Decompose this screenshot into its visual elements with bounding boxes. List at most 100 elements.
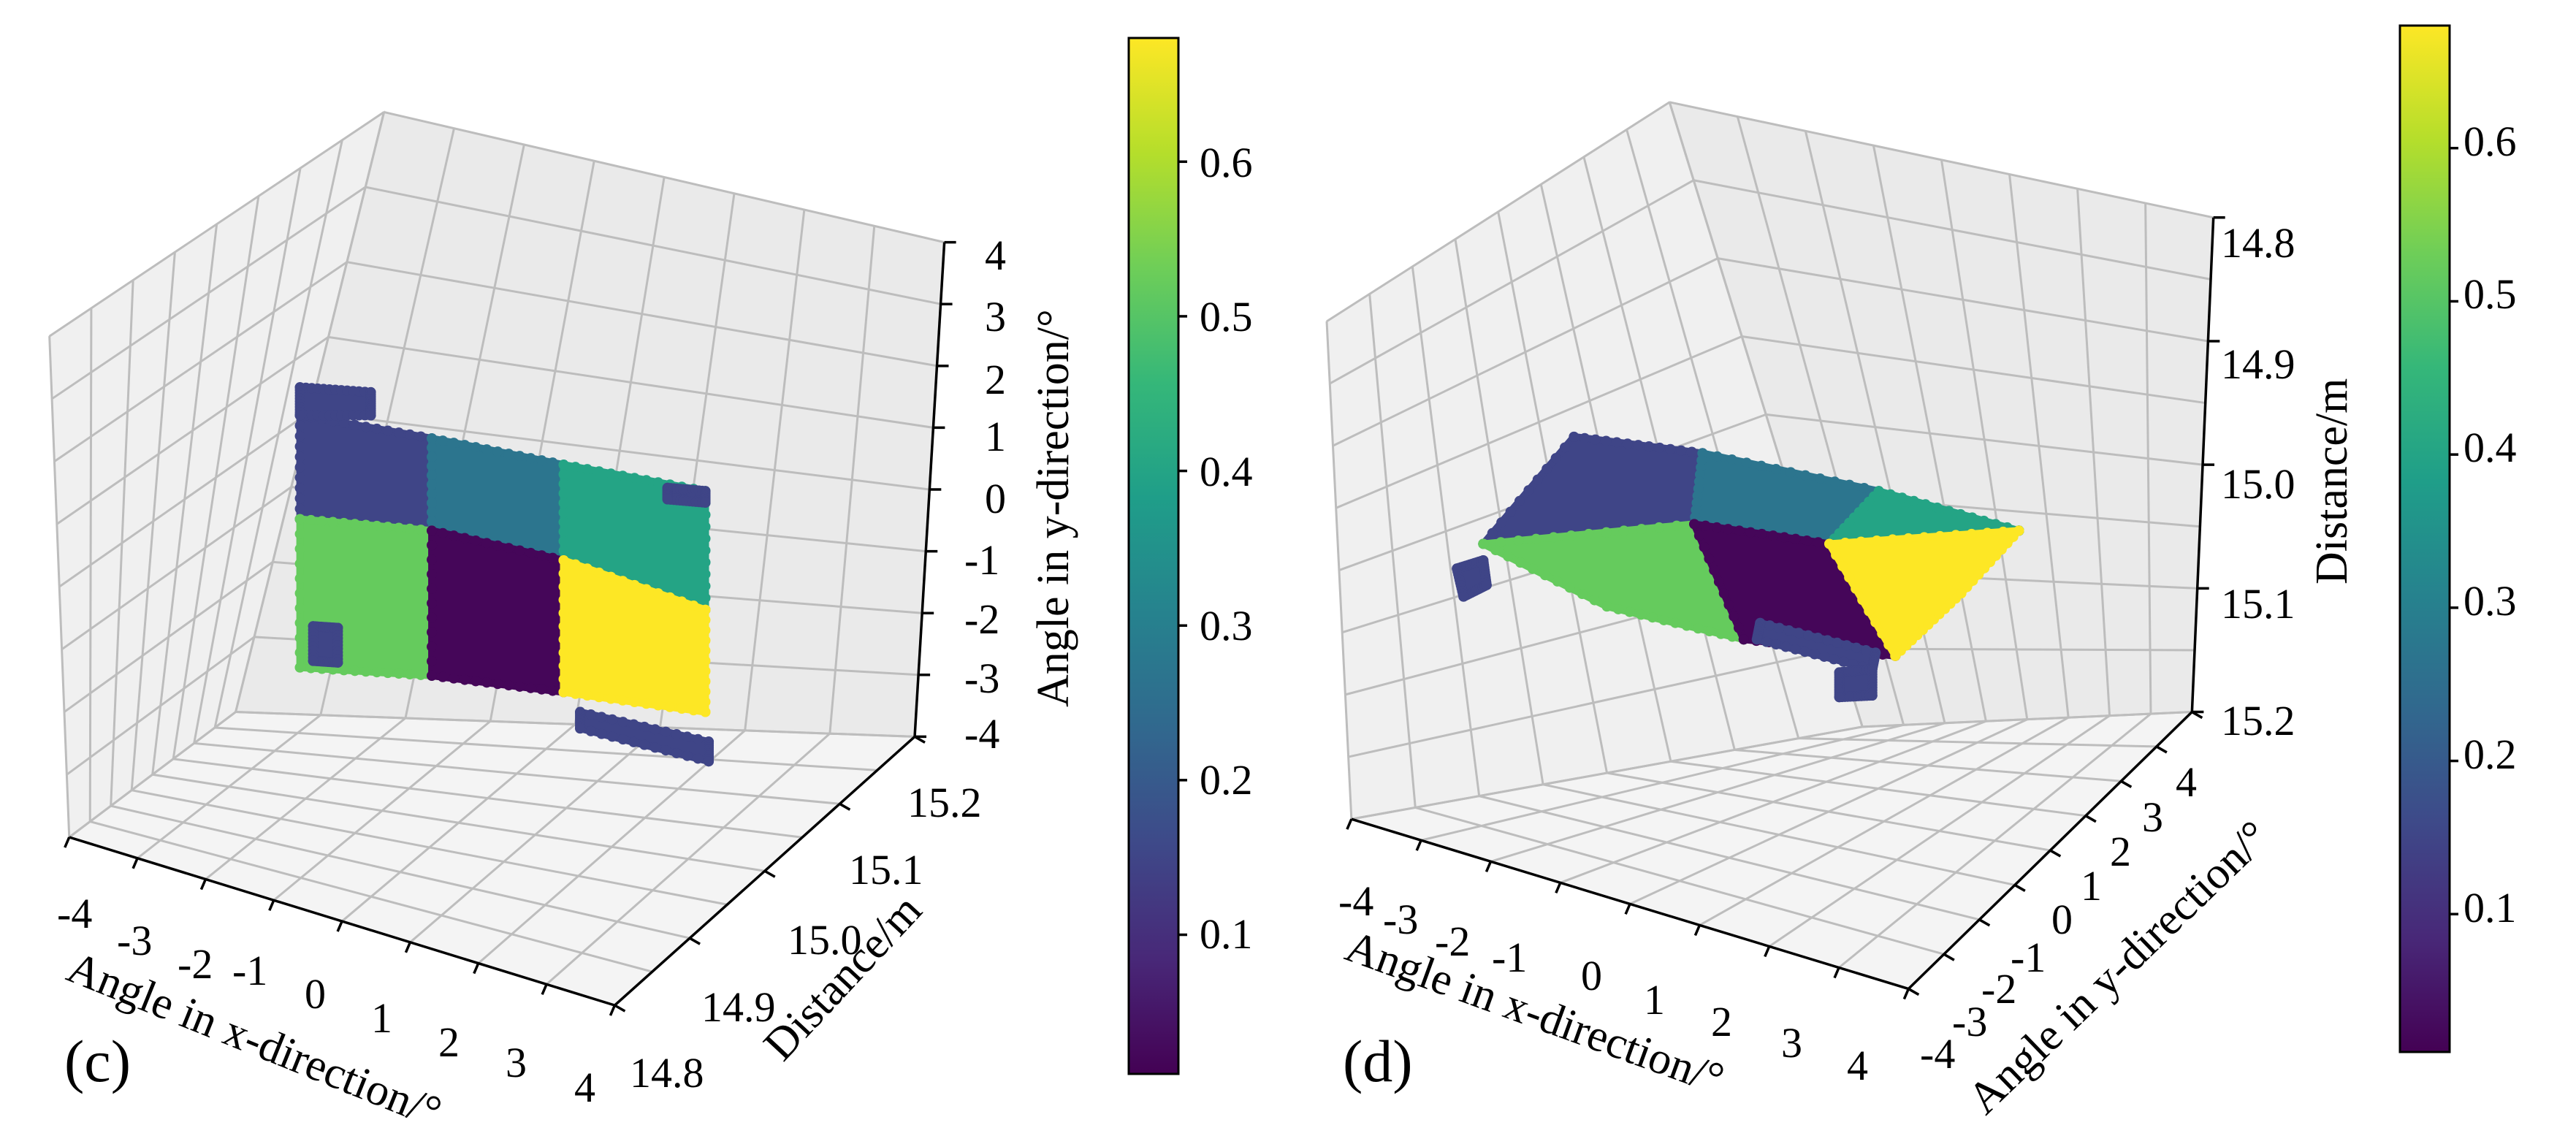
c-patch-point — [606, 693, 617, 704]
c-patch-point — [427, 460, 438, 471]
d-edge-strip-point — [1793, 628, 1804, 638]
c-x-axis-line-tick — [541, 983, 548, 996]
c-y-tick: -3 — [964, 655, 999, 702]
d-patch-point — [1908, 495, 1919, 506]
c-patch-point — [652, 700, 663, 711]
gridline — [1479, 795, 1980, 921]
c-patch-point — [558, 498, 569, 508]
c-patch-point — [294, 647, 305, 658]
c-patch-point — [558, 516, 569, 527]
c-patch-point — [470, 535, 481, 546]
c-patch-point — [427, 554, 438, 565]
d-y-tick: -3 — [1952, 998, 1987, 1045]
d-patch-point — [1837, 561, 1848, 572]
c-patch-point — [700, 635, 711, 646]
d-patch-point — [1711, 522, 1722, 533]
d-patch-point — [1636, 609, 1647, 620]
c-patch-point — [492, 679, 503, 690]
c-z-tick: 15.0 — [788, 916, 862, 964]
c-x-axis-line-tick — [336, 920, 343, 932]
c-patch-point — [427, 641, 438, 652]
c-patch-point — [503, 680, 514, 691]
c-patch-point — [316, 516, 327, 527]
d-z-tick: 14.9 — [2221, 340, 2295, 388]
c-patch-point — [294, 588, 305, 599]
c-patch-point — [393, 522, 404, 533]
d-y-axis-line-tick — [2049, 849, 2062, 858]
c-patch-point — [536, 455, 547, 466]
c-patch-point — [427, 612, 438, 623]
d-patch-point — [1496, 517, 1507, 528]
c-patch-point — [629, 473, 640, 484]
gridline — [51, 186, 367, 400]
d-x-tick: 4 — [1847, 1042, 1868, 1089]
c-patch-point — [481, 444, 492, 455]
c-z-tick: 14.8 — [630, 1049, 704, 1097]
c-edge-strip-point — [585, 709, 596, 720]
d-edge-strip-point — [1761, 636, 1772, 647]
d-patch-point — [1515, 557, 1526, 568]
panel-d-y-ticklabels: -4 -3 -2 -1 0 1 2 3 4 — [1920, 758, 2197, 1078]
c-patch-point — [536, 550, 547, 561]
c-edge-strip-point — [671, 729, 682, 740]
gridline — [1768, 714, 2111, 948]
c-patch-point — [427, 498, 438, 508]
c-y-tick: 4 — [985, 232, 1006, 279]
d-cbar-tick: 0.5 — [2463, 270, 2517, 318]
d-y-axis-line-tick — [2156, 745, 2168, 754]
d-patch-point — [1932, 502, 1943, 513]
d-patch-point — [1729, 611, 1739, 622]
gridline — [2144, 203, 2152, 714]
c-patch-point — [371, 667, 382, 678]
d-edge-strip-point — [1822, 635, 1833, 646]
c-patch-point — [558, 634, 569, 645]
d-y-axis-line-tick — [1943, 953, 1955, 961]
c-patch-point — [338, 665, 349, 676]
d-x-tick: -1 — [1492, 934, 1527, 981]
c-x-axis-line-tick — [404, 942, 412, 953]
c-patch-point — [382, 522, 393, 533]
d-patch-point — [1956, 588, 1967, 599]
c-patch-point — [382, 668, 393, 679]
d-edge-strip-point — [1771, 639, 1782, 650]
c-patch-point — [570, 688, 581, 699]
d-patch-point — [1550, 453, 1561, 464]
c-x-axis-line-tick — [132, 858, 139, 869]
c-patch-point — [652, 588, 663, 599]
gridline — [131, 789, 728, 906]
c-edge-strip-point — [294, 410, 305, 421]
d-patch-point — [1883, 639, 1894, 650]
c-edge-strip-point — [308, 655, 319, 666]
d-patch-point — [1920, 499, 1931, 510]
c-patch-point — [449, 438, 460, 449]
d-patch-point — [1601, 527, 1612, 538]
c-x-axis-line-tick — [609, 1005, 617, 1016]
c-patch-point — [349, 666, 360, 676]
d-y-tick: 1 — [2081, 862, 2102, 910]
d-patch-point — [1566, 530, 1577, 541]
c-patch-point — [688, 705, 699, 716]
c-patch-point — [617, 576, 628, 587]
gridline — [48, 336, 71, 838]
gridline — [1335, 335, 1742, 509]
c-patch-point — [481, 538, 492, 549]
d-patch-point — [1870, 617, 1881, 628]
c-x-axis-line-tick — [473, 962, 480, 975]
d-patch-point — [1829, 476, 1840, 487]
d-patch-point — [1613, 603, 1624, 614]
d-patch-point — [1478, 538, 1489, 549]
d-y-tick: -2 — [1981, 965, 2016, 1013]
d-y-tick: 4 — [2176, 758, 2197, 806]
c-patch-point — [700, 706, 711, 717]
panel-c-plot: -4 -3 -2 -1 0 1 2 3 4 Angle in x-directi… — [48, 37, 1253, 1136]
d-y-tick: 2 — [2110, 828, 2131, 875]
panel-c-x-ticklabels: -4 -3 -2 -1 0 1 2 3 4 — [57, 890, 595, 1111]
c-x-tick: -3 — [117, 917, 152, 964]
d-patch-point — [1738, 634, 1749, 645]
d-patch-point — [1951, 530, 1962, 541]
c-z-axis-title: Distance/m — [755, 885, 931, 1070]
d-patch-point — [1601, 435, 1612, 446]
c-patch-point — [294, 617, 305, 628]
d-colorbar-tickmarks — [2450, 147, 2458, 916]
d-edge-strip-point — [1803, 630, 1814, 641]
